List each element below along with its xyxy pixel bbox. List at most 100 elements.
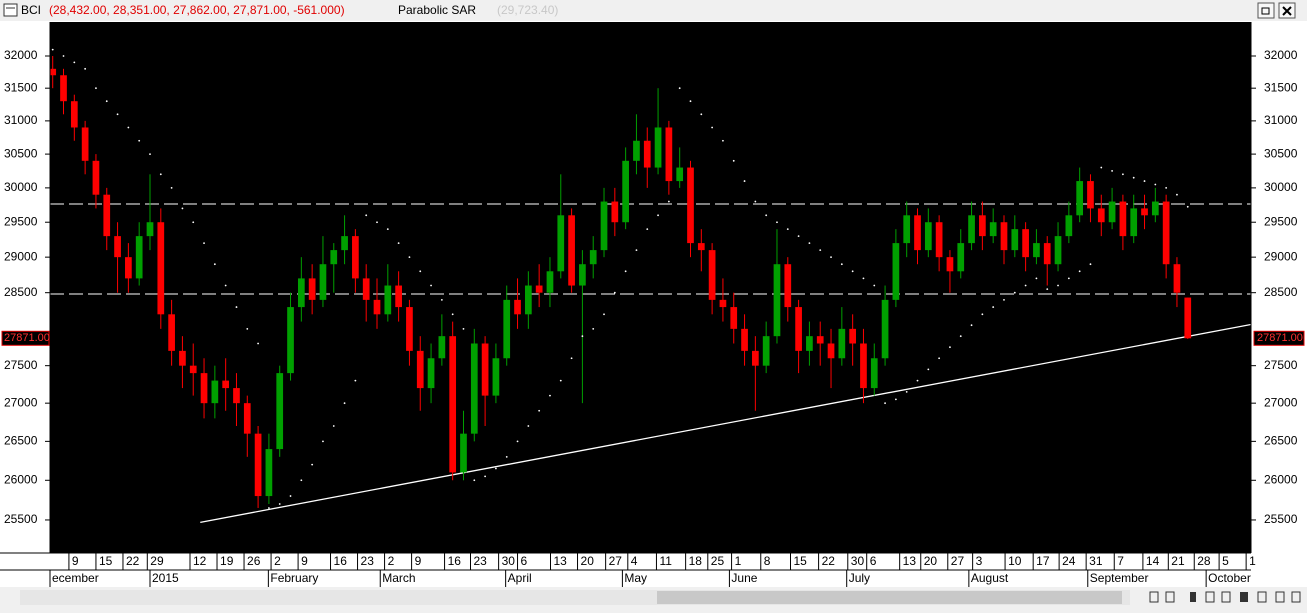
sar-dot — [278, 503, 281, 505]
sar-dot — [127, 126, 130, 129]
y-tick-label: 32000 — [4, 48, 38, 62]
candle-body — [643, 140, 651, 168]
y-tick-label: 29000 — [4, 249, 38, 263]
sar-dot — [386, 228, 389, 231]
candle-body — [557, 215, 565, 272]
tool-button[interactable] — [1275, 591, 1285, 603]
last-price-label: 27871.00 — [4, 332, 50, 344]
candle-body — [70, 101, 78, 128]
candle-body — [341, 236, 348, 251]
sar-dot — [203, 242, 205, 245]
month-label: ecember — [52, 571, 99, 585]
candle-body — [1022, 229, 1029, 258]
candle-body — [254, 433, 262, 497]
x-tick-label: 24 — [1062, 554, 1076, 568]
candle-body — [243, 403, 251, 434]
sar-dot — [376, 221, 378, 224]
sar-dot — [257, 342, 259, 345]
sar-dot — [1057, 284, 1059, 287]
candle-body — [1141, 208, 1148, 216]
candle-body — [892, 243, 900, 300]
candle-body — [924, 222, 932, 251]
indicator-value: (29,723.40) — [497, 3, 558, 17]
candle-body — [470, 343, 478, 434]
candle-body — [308, 278, 316, 300]
x-tick-label: 10 — [1008, 554, 1022, 568]
x-tick-label: 1 — [1249, 554, 1256, 568]
sar-dot — [819, 249, 822, 252]
month-label: July — [849, 571, 870, 585]
candle-body — [903, 215, 911, 244]
candle-body — [125, 257, 132, 279]
candle-body — [654, 127, 662, 168]
x-tick-label: 30 — [502, 554, 516, 568]
month-label: August — [971, 571, 1009, 585]
sar-dot — [894, 398, 897, 401]
candle-body — [838, 328, 846, 359]
candle-body — [752, 350, 759, 366]
tool-button[interactable] — [1205, 591, 1215, 603]
tool-button[interactable] — [1190, 592, 1196, 602]
candle-body — [352, 236, 359, 279]
sar-dot — [830, 256, 832, 259]
y2-tick-label: 31000 — [1264, 113, 1298, 127]
candle-body — [114, 236, 121, 258]
x-tick-label: 27 — [609, 554, 623, 568]
sar-dot — [116, 113, 119, 116]
sar-dot — [332, 425, 335, 427]
sar-dot — [732, 159, 735, 162]
candle-body — [460, 433, 467, 473]
candle-body — [914, 215, 921, 251]
x-tick-label: 5 — [1222, 554, 1229, 568]
x-tick-label: 16 — [334, 554, 348, 568]
tool-button[interactable] — [1149, 591, 1159, 603]
sar-dot — [505, 455, 508, 458]
y2-tick-label: 26000 — [1264, 472, 1298, 486]
tool-button[interactable] — [1257, 591, 1267, 603]
y2-tick-label: 27000 — [1264, 395, 1298, 409]
candle-body — [416, 350, 424, 389]
sar-dot — [235, 306, 238, 308]
candle-body — [168, 314, 175, 351]
candle-body — [427, 358, 435, 389]
candle-body — [135, 236, 143, 279]
candle-body — [989, 222, 997, 237]
sar-dot — [311, 463, 314, 466]
sar-dot — [808, 242, 811, 245]
sar-dot — [1024, 284, 1027, 287]
x-tick-label: 15 — [793, 554, 807, 568]
sar-dot — [440, 298, 443, 301]
candle-body — [492, 358, 500, 396]
candle-body — [1173, 264, 1181, 293]
symbol: BCI — [21, 3, 41, 17]
sar-dot — [635, 249, 638, 252]
x-tick-label: 19 — [220, 554, 234, 568]
sar-dot — [840, 263, 843, 266]
candle-body — [633, 140, 640, 161]
tool-button[interactable] — [1240, 592, 1248, 602]
sar-dot — [1143, 180, 1146, 182]
y-tick-label: 26500 — [4, 434, 38, 448]
month-label: October — [1208, 571, 1251, 585]
close-icon — [1282, 6, 1292, 16]
scroll-thumb[interactable] — [657, 591, 1122, 604]
sar-dot — [851, 270, 854, 273]
x-tick-label: 31 — [1089, 554, 1103, 568]
sar-dot — [981, 313, 984, 316]
sar-dot — [289, 495, 292, 497]
candle-body — [784, 264, 792, 308]
tool-button[interactable] — [1221, 591, 1231, 603]
candle-body — [1065, 215, 1073, 237]
candle-body — [514, 299, 521, 315]
candle-body — [568, 215, 575, 286]
tool-button[interactable] — [1165, 591, 1175, 603]
restore-button[interactable] — [1257, 2, 1275, 19]
sar-dot — [181, 207, 184, 210]
x-tick-label: 18 — [689, 554, 703, 568]
candle-body — [481, 343, 489, 396]
trend-line — [200, 323, 1251, 524]
candle-body — [362, 278, 370, 300]
x-tick-label: 6 — [870, 554, 877, 568]
x-tick-label: 1 — [735, 554, 742, 568]
tool-button[interactable] — [1291, 591, 1301, 603]
